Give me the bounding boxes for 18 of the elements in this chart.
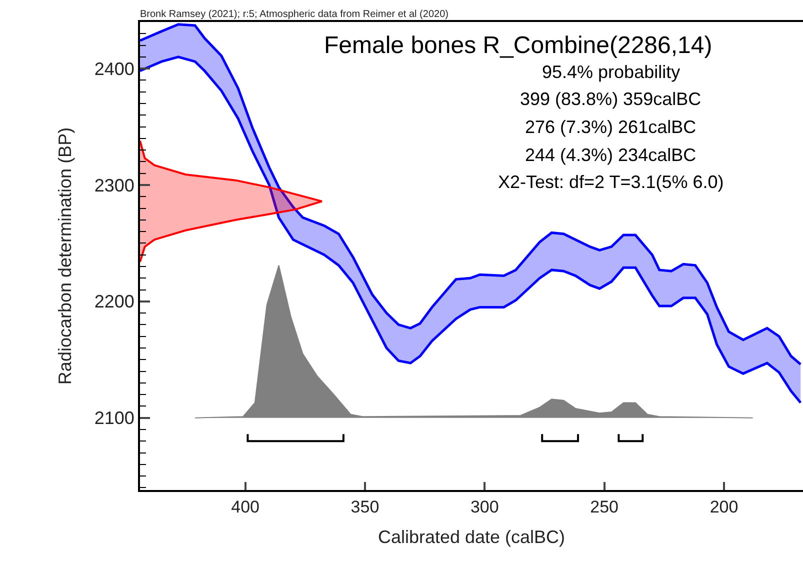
annotation: 399 (83.8%) 359calBC	[520, 89, 702, 109]
annotation: 244 (4.3%) 234calBC	[525, 145, 696, 165]
x-tick-label: 250	[590, 497, 619, 516]
x-tick-label: 400	[231, 497, 260, 516]
y-tick-label: 2400	[94, 58, 134, 79]
annotation: X2-Test: df=2 T=3.1(5% 6.0)	[498, 172, 724, 192]
x-tick-label: 200	[710, 497, 738, 516]
y-tick-label: 2300	[94, 175, 134, 196]
x-axis-title: Calibrated date (calBC)	[378, 527, 566, 547]
x-tick-label: 300	[470, 497, 499, 516]
y-tick-label: 2200	[94, 292, 134, 312]
text: Bronk Ramsey (2021); r:5; Atmospheric data from Reimer et al (2020)	[140, 9, 448, 20]
annotation: 276 (7.3%) 261calBC	[525, 117, 696, 137]
y-tick-label: 2100	[94, 408, 134, 428]
y-axis-title: Radiocarbon determination (BP)	[55, 127, 76, 385]
chart-title: Female bones R_Combine(2286,14)	[324, 32, 712, 59]
x-tick-label: 350	[350, 497, 380, 516]
annotation: 95.4% probability	[542, 62, 680, 82]
